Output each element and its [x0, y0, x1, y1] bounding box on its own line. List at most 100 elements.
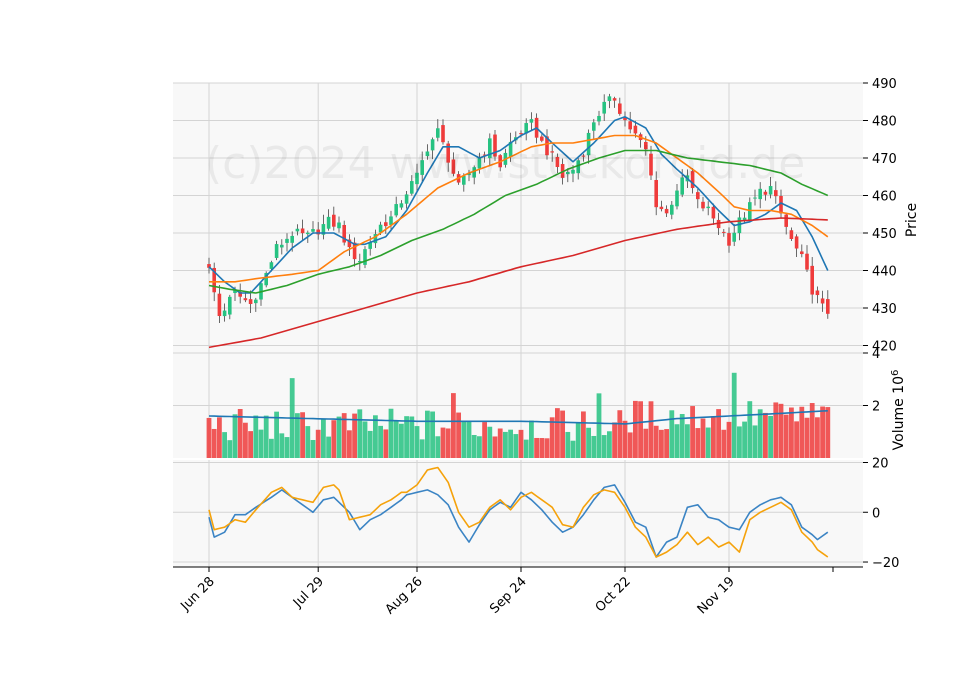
- candle-body: [368, 241, 372, 249]
- volume-bar: [799, 406, 805, 458]
- volume-bar: [768, 415, 773, 458]
- candle-body: [826, 299, 830, 314]
- candle-body: [768, 186, 773, 195]
- volume-bar: [367, 430, 373, 458]
- candle-body: [607, 96, 612, 102]
- volume-bar: [326, 436, 331, 458]
- volume-bar: [737, 426, 742, 458]
- candle-body: [363, 249, 367, 265]
- volume-bar: [503, 431, 508, 458]
- candle-body: [243, 298, 248, 301]
- candle-body: [248, 299, 253, 305]
- candle-body: [586, 132, 591, 156]
- candle-body: [280, 244, 284, 248]
- candle-body: [805, 253, 809, 270]
- volume-bar: [206, 417, 212, 458]
- volume-bar: [591, 435, 597, 458]
- volume-bar: [445, 428, 451, 458]
- candle-body: [295, 228, 300, 232]
- candle-body: [264, 272, 268, 286]
- candle-body: [592, 122, 596, 131]
- volume-bar: [373, 415, 378, 458]
- candle-body: [415, 172, 419, 185]
- volume-bar: [716, 409, 721, 458]
- volume-bar: [456, 412, 461, 458]
- candle-body: [742, 217, 747, 221]
- candle-body: [274, 244, 279, 258]
- candle-body: [326, 216, 331, 229]
- volume-ytick-label: 4: [872, 347, 880, 362]
- candle-body: [612, 98, 617, 101]
- volume-bar: [607, 431, 612, 458]
- volume-bar: [425, 410, 430, 458]
- candle-body: [212, 267, 216, 293]
- candle-body: [628, 121, 632, 130]
- volume-bar: [643, 428, 649, 458]
- volume-bar: [544, 438, 550, 458]
- volume-bar: [659, 429, 664, 458]
- volume-bar: [721, 429, 727, 458]
- candle-body: [430, 139, 435, 151]
- price-ytick-label: 420: [872, 340, 897, 355]
- volume-bar: [596, 393, 602, 458]
- volume-bar: [357, 409, 363, 458]
- price-ytick-label: 440: [872, 265, 897, 280]
- volume-bar: [627, 432, 633, 458]
- candle-body: [680, 177, 684, 195]
- candle-body: [358, 261, 362, 263]
- volume-bar: [352, 413, 357, 458]
- candle-body: [706, 206, 710, 209]
- candle-body: [378, 224, 383, 233]
- volume-exponent-power: 6: [890, 370, 901, 376]
- watermark: (c)2024 www.stockdroid.de: [205, 138, 805, 189]
- ma-fast-line: [208, 116, 829, 294]
- volume-bar: [622, 420, 628, 458]
- volume-bar: [383, 429, 389, 458]
- price-axis-title: Price: [904, 203, 920, 237]
- candle-body: [482, 154, 487, 156]
- volume-bar: [789, 407, 794, 458]
- volume-bar: [284, 437, 290, 458]
- candle-body: [493, 134, 497, 157]
- volume-bar: [674, 424, 680, 458]
- candle-body: [233, 290, 237, 294]
- candle-body: [555, 156, 560, 168]
- volume-bar: [237, 409, 243, 458]
- volume-bar: [419, 439, 425, 458]
- candle-body: [815, 290, 820, 296]
- volume-bar: [471, 434, 477, 458]
- candle-body: [472, 167, 476, 178]
- ma-mid-line: [209, 134, 829, 283]
- volume-bar: [440, 427, 446, 458]
- volume-bar: [653, 425, 659, 458]
- candle-body: [545, 136, 549, 156]
- candle-body: [508, 141, 513, 157]
- volume-bar: [362, 421, 368, 458]
- volume-bar: [555, 408, 560, 458]
- volume-bar: [321, 419, 326, 458]
- candle-body: [571, 169, 575, 174]
- oscillator-ytick-label: −20: [872, 556, 899, 571]
- volume-bar: [523, 439, 529, 458]
- volume-bar: [612, 422, 617, 458]
- x-tick-label: Sep 24: [487, 574, 530, 617]
- price-ytick-label: 490: [872, 77, 897, 92]
- volume-bar: [534, 437, 539, 458]
- candle-body: [576, 160, 580, 174]
- candle-body: [737, 217, 742, 234]
- candle-body: [659, 206, 664, 210]
- candle-body: [446, 143, 450, 163]
- candle-body: [784, 214, 788, 227]
- volume-bar: [482, 422, 487, 458]
- candle-body: [306, 232, 310, 235]
- volume-bar: [341, 413, 347, 458]
- candle-body: [222, 310, 227, 317]
- candle-body: [462, 175, 466, 185]
- candle-body: [581, 155, 586, 157]
- volume-bar: [695, 428, 701, 458]
- volume-bar: [331, 420, 337, 458]
- volume-bar: [315, 429, 321, 458]
- volume-bar: [617, 410, 623, 458]
- volume-bar: [560, 410, 565, 458]
